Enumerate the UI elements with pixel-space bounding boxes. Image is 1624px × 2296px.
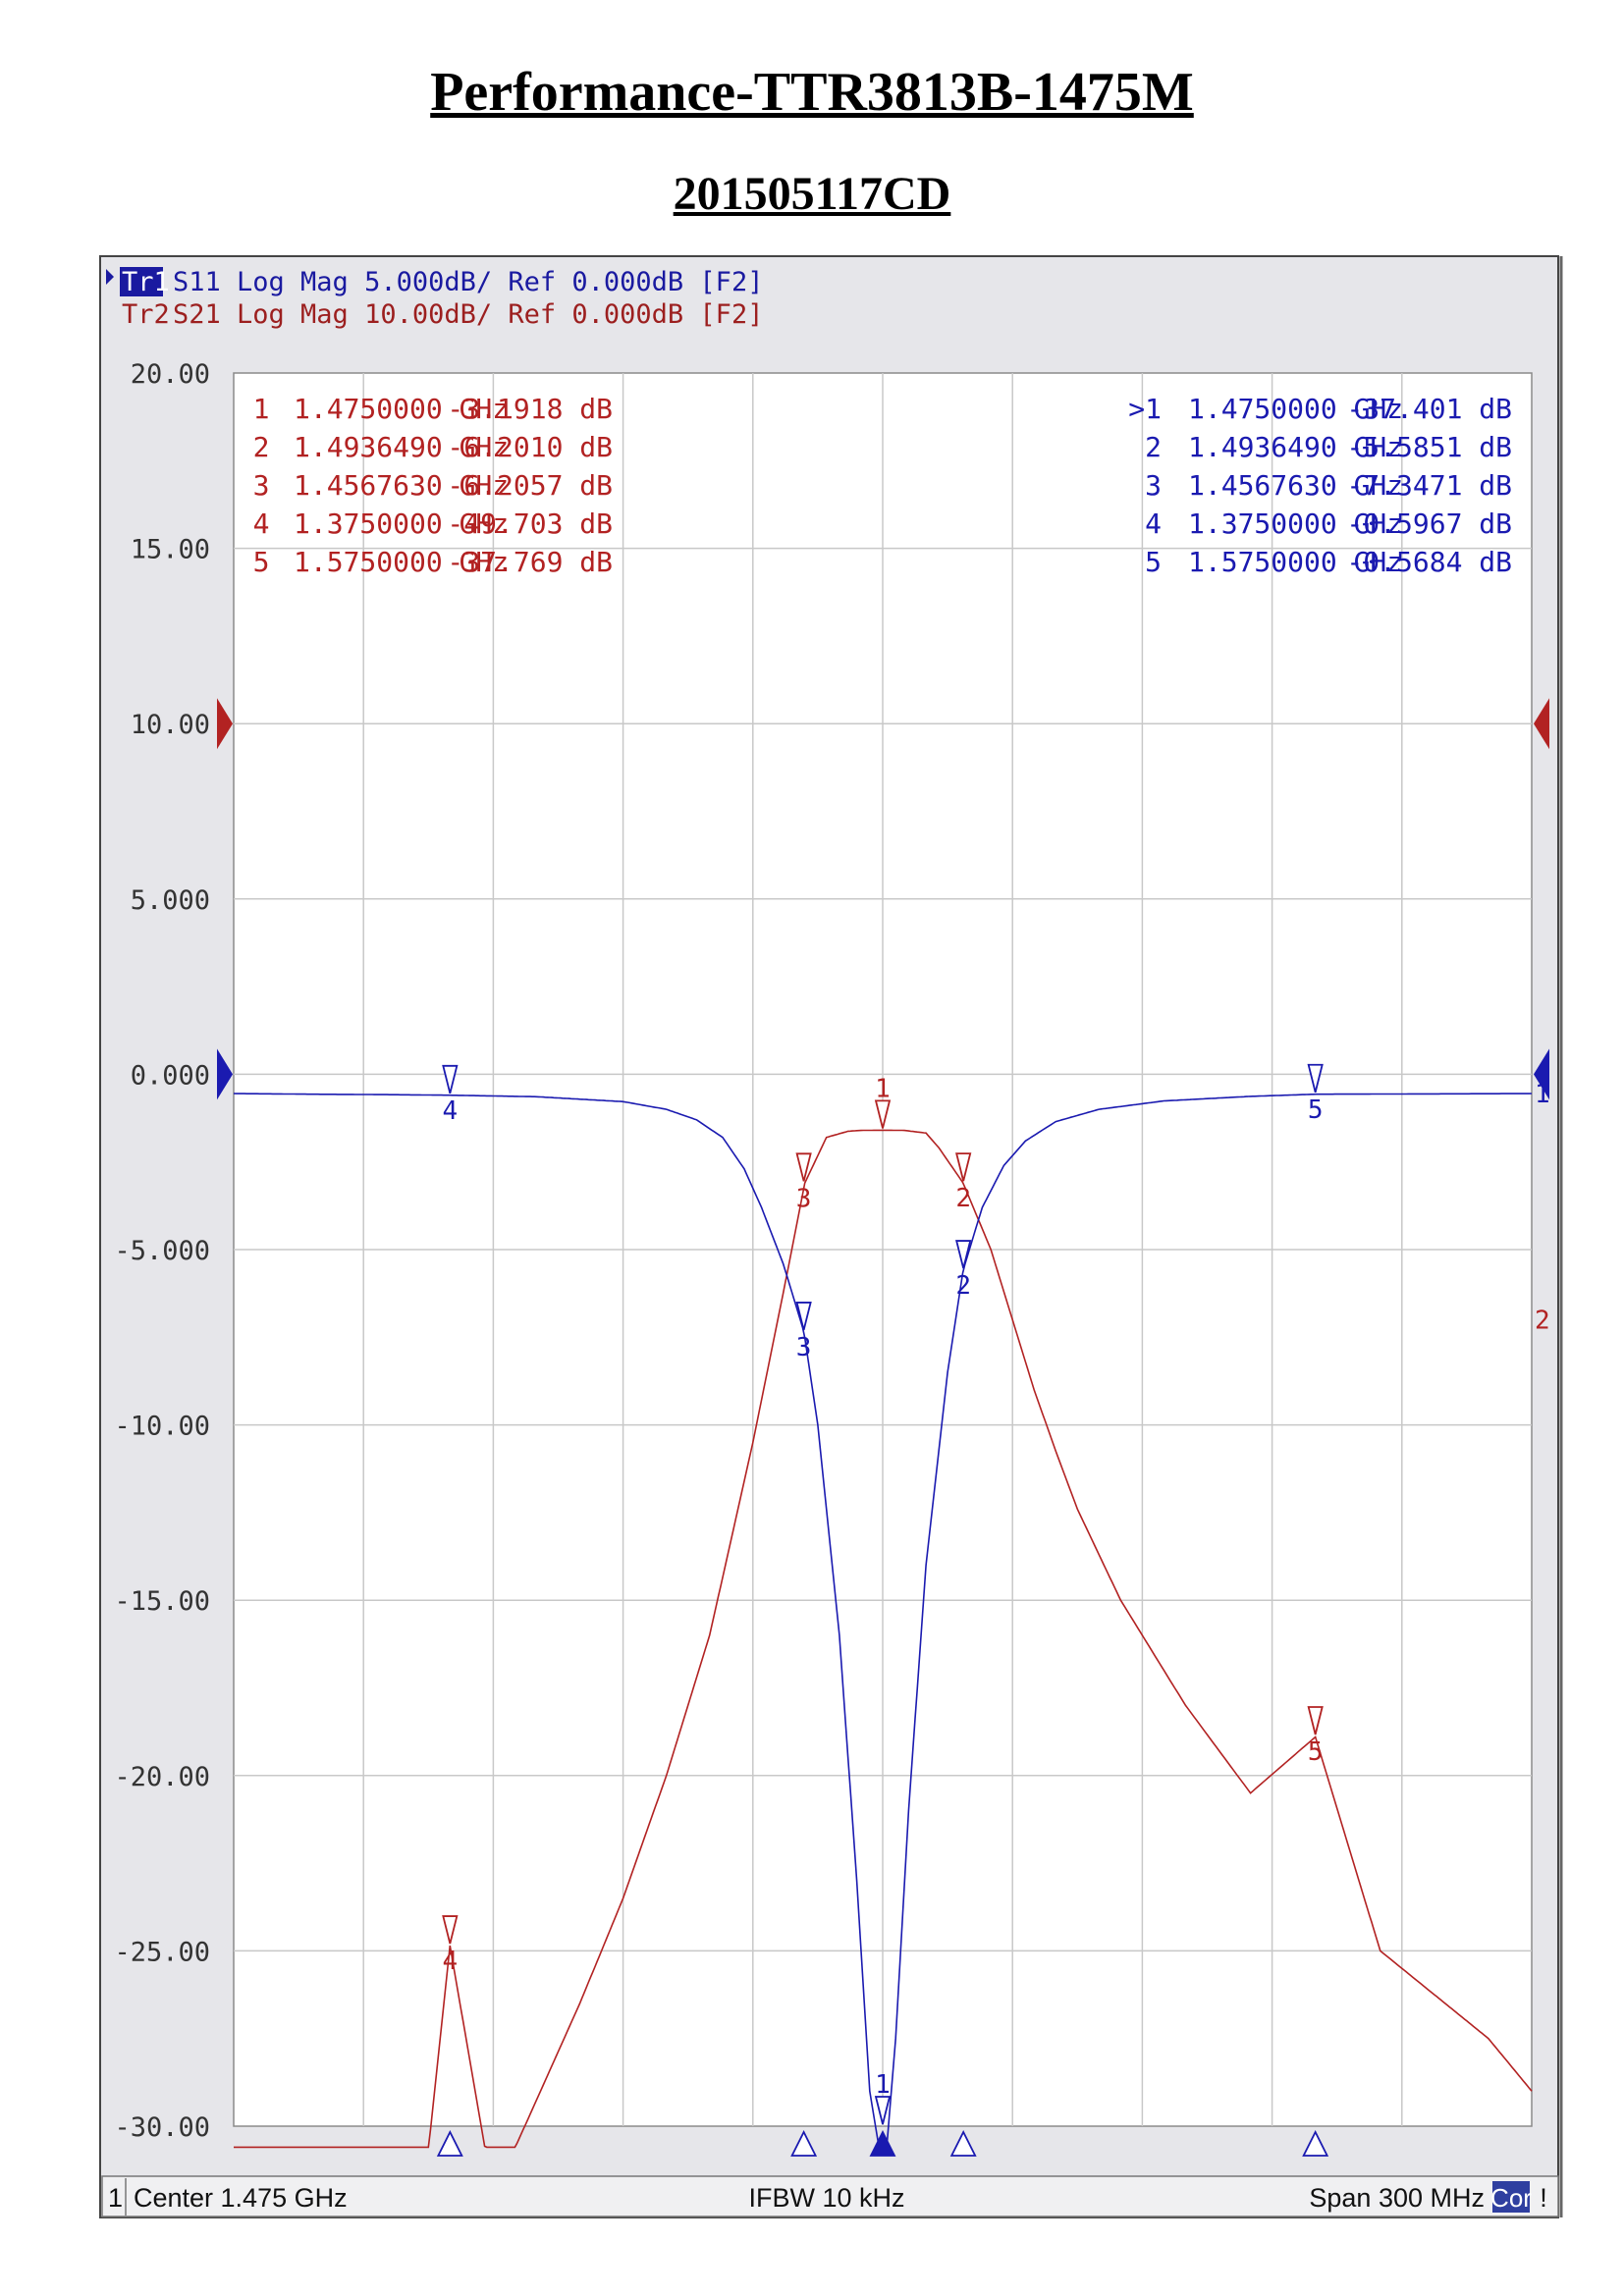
trace-marker-icon bbox=[442, 1915, 459, 1945]
trace-id-label: Tr2 bbox=[122, 299, 170, 330]
trace-s21 bbox=[234, 1129, 1533, 2149]
y-tick-label: 0.000 bbox=[131, 1060, 210, 1091]
s11-marker-value: -7.3471 dB bbox=[1346, 469, 1512, 502]
document-subtitle: 201505117CD bbox=[673, 168, 951, 220]
stimulus-marker-icon bbox=[436, 2129, 463, 2157]
trace-marker-label: 3 bbox=[796, 1184, 812, 1213]
s11-marker-frequency: 1.4750000 GHz bbox=[1188, 393, 1403, 425]
s21-marker-value: -37.769 dB bbox=[447, 546, 613, 578]
s21-marker-frequency: 1.4750000 GHz bbox=[294, 393, 509, 425]
s11-marker-number: 2 bbox=[1145, 431, 1162, 463]
trace-marker-icon bbox=[1307, 1706, 1324, 1735]
stimulus-marker-icon bbox=[869, 2129, 896, 2157]
document-title: Performance-TTR3813B-1475M bbox=[430, 62, 1194, 123]
y-tick-label: -10.00 bbox=[114, 1412, 210, 1442]
s11-marker-frequency: 1.3750000 GHz bbox=[1188, 507, 1403, 540]
trace-marker-icon bbox=[874, 1099, 892, 1129]
correction-badge bbox=[1492, 2181, 1530, 2213]
y-tick-label: -15.00 bbox=[114, 1586, 210, 1617]
trace-marker-icon bbox=[1307, 1063, 1324, 1093]
trace-marker-label: 5 bbox=[1308, 1095, 1324, 1125]
trace-marker-icon bbox=[955, 1152, 972, 1182]
trace-marker-label: 5 bbox=[1308, 1737, 1324, 1767]
s21-marker-frequency: 1.4936490 GHz bbox=[294, 431, 509, 463]
stimulus-marker-icon bbox=[1302, 2129, 1329, 2157]
status-bar: 1 Center 1.475 GHz IFBW 10 kHz Span 300 MHz… bbox=[101, 2175, 1559, 2217]
s11-ref-right-arrow-icon bbox=[1534, 1048, 1549, 1100]
y-tick-label: -5.000 bbox=[114, 1236, 210, 1266]
s21-ref-right-arrow-icon bbox=[1534, 698, 1549, 750]
trace-marker-icon bbox=[795, 1302, 812, 1331]
s11-marker-value: -37.401 dB bbox=[1346, 393, 1512, 425]
trace-marker-label: 2 bbox=[955, 1271, 971, 1301]
s11-marker-frequency: 1.4936490 GHz bbox=[1188, 431, 1403, 463]
s11-marker-number: >1 bbox=[1128, 393, 1162, 425]
y-tick-label: 5.000 bbox=[131, 885, 210, 916]
s21-marker-frequency: 1.4567630 GHz bbox=[294, 469, 509, 502]
s11-marker-frequency: 1.5750000 GHz bbox=[1188, 546, 1403, 578]
warning-indicator: ! bbox=[1540, 2183, 1547, 2213]
trace-definition-label: S21 Log Mag 10.00dB/ Ref 0.000dB [F2] bbox=[173, 299, 763, 330]
s21-marker-value: -3.1918 dB bbox=[447, 393, 613, 425]
trace-header: Tr1 S11 Log Mag 5.000dB/ Ref 0.000dB [F2]… bbox=[106, 267, 763, 330]
active-trace-highlight bbox=[120, 267, 163, 296]
trace-marker-icon bbox=[874, 2096, 892, 2125]
s11-marker-value: -5.5851 dB bbox=[1346, 431, 1512, 463]
status-bar-background bbox=[101, 2175, 1559, 2217]
s11-marker-value: -0.5967 dB bbox=[1346, 507, 1512, 540]
y-tick-label: -30.00 bbox=[114, 2112, 210, 2143]
y-tick-label: -20.00 bbox=[114, 1762, 210, 1792]
s21-marker-number: 5 bbox=[253, 546, 270, 578]
stimulus-marker-icon bbox=[949, 2129, 977, 2157]
trace-definition-label: S11 Log Mag 5.000dB/ Ref 0.000dB [F2] bbox=[173, 267, 763, 297]
s21-marker-number: 3 bbox=[253, 469, 270, 502]
trace-marker-label: 2 bbox=[955, 1184, 971, 1213]
marker-tables: 1 1.4750000 GHz-3.1918 dB2 1.4936490 GHz-6… bbox=[253, 393, 1512, 578]
s11-marker-value: -0.5684 dB bbox=[1346, 546, 1512, 578]
stimulus-marker-icon bbox=[790, 2129, 818, 2157]
trace-marker-label: 1 bbox=[875, 2070, 891, 2100]
s21-marker-frequency: 1.3750000 GHz bbox=[294, 507, 509, 540]
y-tick-label: 20.00 bbox=[131, 359, 210, 390]
s11-ref-left-arrow-icon bbox=[217, 1048, 233, 1100]
s21-marker-number: 1 bbox=[253, 393, 270, 425]
s21-marker-value: -6.2010 dB bbox=[447, 431, 613, 463]
span-label: Span 300 MHz bbox=[1309, 2183, 1485, 2213]
s21-marker-value: -6.2057 dB bbox=[447, 469, 613, 502]
trace-marker-label: 4 bbox=[443, 1947, 459, 1976]
trace-marker-icon bbox=[795, 1152, 812, 1182]
y-tick-label: 10.00 bbox=[131, 710, 210, 740]
s11-marker-frequency: 1.4567630 GHz bbox=[1188, 469, 1403, 502]
active-trace-indicator-icon bbox=[106, 269, 114, 285]
trace-marker-label: 3 bbox=[796, 1333, 812, 1362]
channel-number: 1 bbox=[108, 2183, 123, 2213]
s11-marker-number: 5 bbox=[1145, 546, 1162, 578]
s21-ref-left-arrow-icon bbox=[217, 698, 233, 750]
reference-level-arrows bbox=[217, 698, 1549, 1100]
s21-marker-number: 4 bbox=[253, 507, 270, 540]
trace-marker-icon bbox=[955, 1240, 972, 1269]
trace-marker-icon bbox=[442, 1064, 459, 1095]
trace-id-label: Tr1 bbox=[122, 267, 170, 297]
s11-marker-number: 3 bbox=[1145, 469, 1162, 502]
trace-end-label: 2 bbox=[1535, 1306, 1550, 1335]
trace-marker-label: 4 bbox=[443, 1096, 459, 1126]
s21-marker-frequency: 1.5750000 GHz bbox=[294, 546, 509, 578]
y-tick-label: 15.00 bbox=[131, 535, 210, 565]
y-tick-label: -25.00 bbox=[114, 1937, 210, 1967]
s21-marker-number: 2 bbox=[253, 431, 270, 463]
s21-marker-value: -49.703 dB bbox=[447, 507, 613, 540]
trace-marker-label: 1 bbox=[875, 1074, 891, 1103]
ifbw-label: IFBW 10 kHz bbox=[748, 2183, 904, 2213]
s11-marker-number: 4 bbox=[1145, 507, 1162, 540]
correction-label: Cor bbox=[1490, 2183, 1532, 2213]
grid bbox=[234, 373, 1532, 2126]
center-frequency: Center 1.475 GHz bbox=[134, 2183, 348, 2213]
y-tick-labels: 20.00 15.00 10.00 5.000 0.000 -5.000 -10.00 -15… bbox=[114, 359, 210, 2143]
